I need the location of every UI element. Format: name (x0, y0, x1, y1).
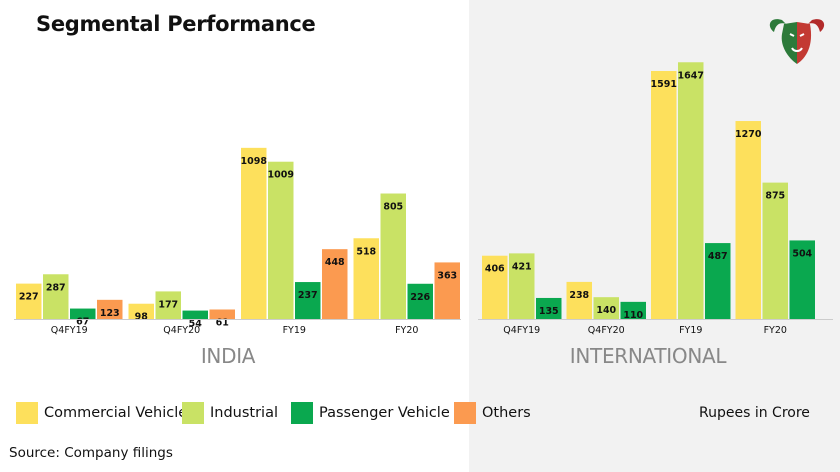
bar-india-fy20-industrial (380, 193, 406, 319)
tick-label-india-q4fy20: Q4FY20 (163, 325, 200, 336)
bar-international-q4fy20-commercial-vehicle (566, 281, 592, 319)
bar-india-fy19-industrial (268, 161, 294, 319)
bar-india-fy20-others (434, 262, 460, 319)
bar-india-q4fy20-industrial (155, 291, 181, 319)
value-label-international-q4fy20-commercial-vehicle: 238 (569, 290, 589, 301)
bar-india-q4fy19-others (97, 299, 123, 319)
tick-label-international-fy20: FY20 (764, 325, 787, 336)
bar-india-q4fy20-commercial-vehicle (128, 303, 154, 319)
legend-label-passenger-vehicle: Passenger Vehicle (319, 405, 450, 421)
bar-india-q4fy20-others (209, 309, 235, 319)
value-label-international-fy19-industrial: 1647 (678, 70, 704, 81)
bar-international-q4fy20-passenger-vehicle (620, 301, 646, 319)
panel-title-india: INDIA (201, 344, 256, 368)
value-label-india-q4fy20-passenger-vehicle: 54 (189, 319, 203, 330)
source-note: Source: Company filings (9, 445, 173, 461)
value-label-india-q4fy19-industrial: 287 (46, 282, 66, 293)
legend-label-others: Others (482, 405, 531, 421)
bar-international-q4fy19-commercial-vehicle (482, 255, 508, 319)
value-label-india-q4fy20-commercial-vehicle: 98 (135, 312, 149, 323)
value-label-international-q4fy20-passenger-vehicle: 110 (623, 310, 643, 321)
tick-label-international-q4fy20: Q4FY20 (588, 325, 625, 336)
value-label-india-q4fy19-others: 123 (100, 308, 120, 319)
value-label-india-fy20-others: 363 (437, 270, 457, 281)
bar-international-fy19-passenger-vehicle (705, 243, 731, 319)
bar-international-q4fy20-industrial (593, 297, 619, 319)
value-label-international-q4fy20-industrial: 140 (596, 305, 616, 316)
value-label-india-q4fy19-commercial-vehicle: 227 (19, 292, 39, 303)
value-label-india-q4fy19-passenger-vehicle: 67 (76, 317, 89, 328)
value-label-international-fy20-commercial-vehicle: 1270 (735, 129, 762, 140)
value-label-india-fy20-commercial-vehicle: 518 (356, 246, 376, 257)
value-label-india-fy20-industrial: 805 (383, 202, 403, 213)
bar-india-fy19-others (322, 249, 348, 319)
legend-swatch-others (454, 402, 476, 424)
value-label-international-q4fy19-commercial-vehicle: 406 (485, 264, 505, 275)
legend-item-commercial-vehicle: Commercial Vehicle (16, 400, 187, 426)
tick-label-india-fy20: FY20 (395, 325, 418, 336)
units-note: Rupees in Crore (699, 405, 810, 421)
segment-charts: 227 287 67 123 Q4FY19 98 177 54 61 Q4FY20 10981009… (14, 62, 833, 368)
legend-item-industrial: Industrial (182, 400, 278, 426)
legend-swatch-passenger-vehicle (291, 402, 313, 424)
bar-international-fy20-industrial (762, 182, 788, 319)
bar-international-fy20-commercial-vehicle (735, 121, 761, 319)
legend-swatch-industrial (182, 402, 204, 424)
page-title: Segmental Performance (36, 12, 316, 36)
legend-item-others: Others (454, 400, 531, 426)
bar-india-fy19-commercial-vehicle (241, 147, 267, 319)
value-label-india-fy19-industrial: 1009 (268, 170, 294, 181)
tick-label-international-q4fy19: Q4FY19 (503, 325, 540, 336)
tick-label-india-q4fy19: Q4FY19 (51, 325, 88, 336)
bar-india-fy20-commercial-vehicle (353, 238, 379, 319)
bar-india-fy20-passenger-vehicle (407, 283, 433, 319)
panel-title-international: INTERNATIONAL (570, 344, 728, 368)
bar-international-q4fy19-industrial (509, 253, 535, 319)
bar-international-fy19-industrial (678, 62, 704, 319)
value-label-international-fy19-commercial-vehicle: 1591 (651, 79, 677, 90)
legend-item-passenger-vehicle: Passenger Vehicle (291, 400, 450, 426)
bar-india-q4fy19-industrial (43, 274, 69, 319)
legend-label-commercial-vehicle: Commercial Vehicle (44, 405, 188, 421)
bar-india-q4fy20-passenger-vehicle (182, 310, 208, 319)
legend-label-industrial: Industrial (210, 405, 279, 421)
value-label-india-fy19-passenger-vehicle: 237 (298, 290, 318, 301)
bar-international-fy19-commercial-vehicle (651, 70, 677, 319)
value-label-india-fy19-others: 448 (325, 257, 345, 268)
tick-label-india-fy19: FY19 (283, 325, 306, 336)
value-label-india-q4fy20-industrial: 177 (158, 299, 178, 310)
bar-international-fy20-passenger-vehicle (789, 240, 815, 319)
bar-india-q4fy19-passenger-vehicle (70, 308, 96, 319)
value-label-international-q4fy19-industrial: 421 (512, 261, 532, 272)
value-label-international-fy20-industrial: 875 (765, 191, 785, 202)
bar-india-fy19-passenger-vehicle (295, 282, 321, 319)
value-label-international-fy19-passenger-vehicle: 487 (708, 251, 728, 262)
value-label-international-fy20-passenger-vehicle: 504 (792, 248, 812, 259)
value-label-international-q4fy19-passenger-vehicle: 135 (539, 306, 559, 317)
legend-swatch-commercial-vehicle (16, 402, 38, 424)
value-label-india-q4fy20-others: 61 (216, 317, 229, 328)
bar-international-q4fy19-passenger-vehicle (536, 297, 562, 319)
bull-bear-logo-icon (769, 19, 825, 64)
bar-india-q4fy19-commercial-vehicle (16, 283, 42, 319)
value-label-india-fy19-commercial-vehicle: 1098 (241, 156, 268, 167)
value-label-india-fy20-passenger-vehicle: 226 (410, 292, 430, 303)
tick-label-international-fy19: FY19 (679, 325, 702, 336)
